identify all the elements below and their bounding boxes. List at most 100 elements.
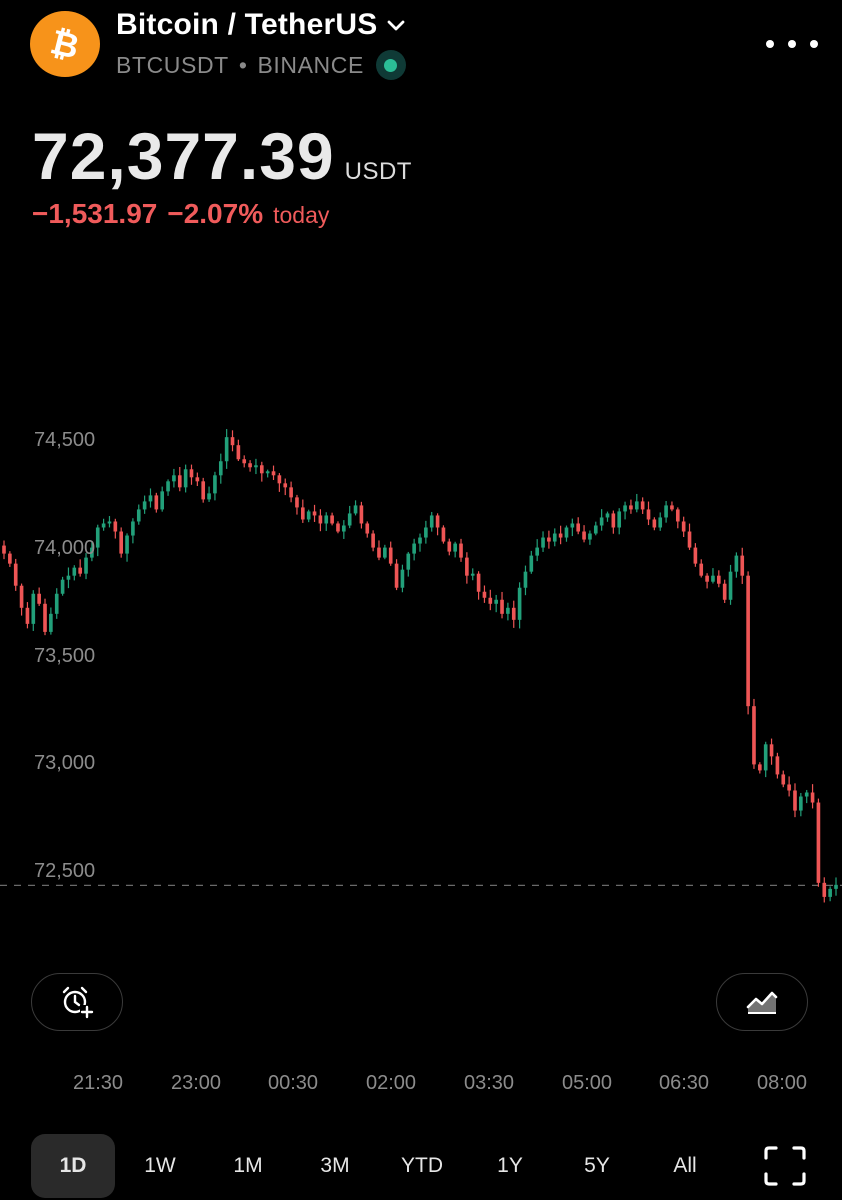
candle-body [347, 513, 352, 526]
candle-body [763, 744, 768, 771]
candle-body [236, 445, 241, 460]
candle [740, 547, 745, 584]
candle-body [599, 517, 604, 526]
candle-body [242, 459, 247, 464]
candle-body [441, 527, 446, 542]
candle-body [37, 593, 41, 604]
candle [576, 517, 581, 535]
candle [254, 458, 258, 475]
candle [810, 784, 815, 809]
candle-body [142, 501, 147, 510]
candle [816, 798, 821, 887]
candle-body [60, 579, 65, 594]
last-price: 72,377.39 [32, 119, 335, 193]
candle [429, 511, 434, 532]
candle [787, 776, 791, 797]
candle-body [84, 557, 88, 574]
symbol-title[interactable]: Bitcoin / TetherUS [116, 8, 378, 41]
candle [60, 576, 65, 596]
candle [189, 464, 194, 485]
candlestick-chart[interactable] [0, 395, 842, 925]
candle [459, 538, 463, 562]
candle-body [54, 593, 59, 614]
candle [283, 478, 288, 496]
candle [330, 512, 334, 526]
candle-body [271, 471, 276, 476]
candle-body [49, 613, 53, 632]
range-tab-5y[interactable]: 5Y [584, 1154, 610, 1177]
candle [8, 551, 12, 567]
symbol-title-row[interactable]: Bitcoin / TetherUS [116, 8, 407, 42]
candle-body [13, 563, 18, 586]
candle [301, 499, 305, 523]
y-tick-label: 73,500 [34, 645, 96, 667]
candle-body [459, 543, 463, 558]
candle-body [658, 517, 663, 528]
range-tab-1m[interactable]: 1M [233, 1154, 263, 1177]
candle-body [424, 527, 428, 538]
candle [271, 465, 276, 481]
candle [746, 571, 750, 715]
candle [224, 429, 229, 469]
candle-body [623, 505, 627, 512]
candle-body [318, 515, 323, 524]
range-tab-1w[interactable]: 1W [144, 1154, 176, 1177]
candle-body [640, 501, 645, 510]
candle [769, 738, 774, 765]
candle-body [183, 469, 188, 488]
candle-body [828, 888, 832, 897]
candle-body [558, 533, 563, 538]
candle [418, 533, 422, 552]
change-period-label: today [273, 202, 330, 228]
candle [13, 558, 18, 591]
candle [535, 539, 539, 562]
indicators-button[interactable] [716, 973, 808, 1031]
candle-body [529, 555, 534, 572]
candle [25, 602, 30, 629]
candle [599, 509, 604, 531]
range-tab-ytd[interactable]: YTD [401, 1154, 443, 1177]
change-percent: −2.07% [167, 198, 264, 229]
candle-body [31, 593, 36, 624]
range-tab-all[interactable]: All [673, 1154, 697, 1177]
candle [136, 504, 141, 525]
candle-body [177, 475, 182, 488]
candle [242, 455, 247, 468]
fullscreen-button[interactable] [760, 1142, 810, 1190]
range-tab-1d[interactable]: 1D [31, 1134, 115, 1198]
candle [834, 877, 838, 896]
candle-body [289, 487, 293, 498]
add-alert-button[interactable] [31, 973, 123, 1031]
candle [183, 464, 188, 493]
candle-body [670, 505, 674, 510]
candle-body [90, 547, 94, 558]
candle [336, 521, 340, 534]
candle-body [517, 587, 522, 620]
candle-body [353, 505, 358, 514]
candle-body [218, 461, 223, 476]
area-chart-icon [746, 991, 778, 1014]
bitcoin-logo-icon[interactable]: ₿ [30, 11, 100, 77]
candle-body [359, 505, 364, 524]
candle-body [25, 607, 30, 624]
candle [547, 530, 551, 549]
change-row: −1,531.97 −2.07% today [32, 198, 329, 230]
candle [646, 501, 651, 526]
more-options-icon[interactable] [766, 30, 818, 58]
x-tick-label: 06:30 [658, 1072, 710, 1094]
candle [605, 511, 610, 522]
candle [37, 587, 41, 606]
candle-body [301, 507, 305, 520]
x-tick-label: 05:00 [561, 1072, 613, 1094]
candle-body [787, 784, 791, 791]
candle [758, 762, 762, 774]
candle-body [687, 531, 692, 548]
candle [734, 552, 739, 578]
chevron-down-icon[interactable] [385, 14, 407, 36]
candle-body [107, 521, 112, 524]
candle-body [277, 475, 282, 484]
range-tab-1y[interactable]: 1Y [497, 1154, 523, 1177]
candle [49, 607, 53, 635]
range-tab-3m[interactable]: 3M [320, 1154, 350, 1177]
candle-body [793, 790, 797, 811]
